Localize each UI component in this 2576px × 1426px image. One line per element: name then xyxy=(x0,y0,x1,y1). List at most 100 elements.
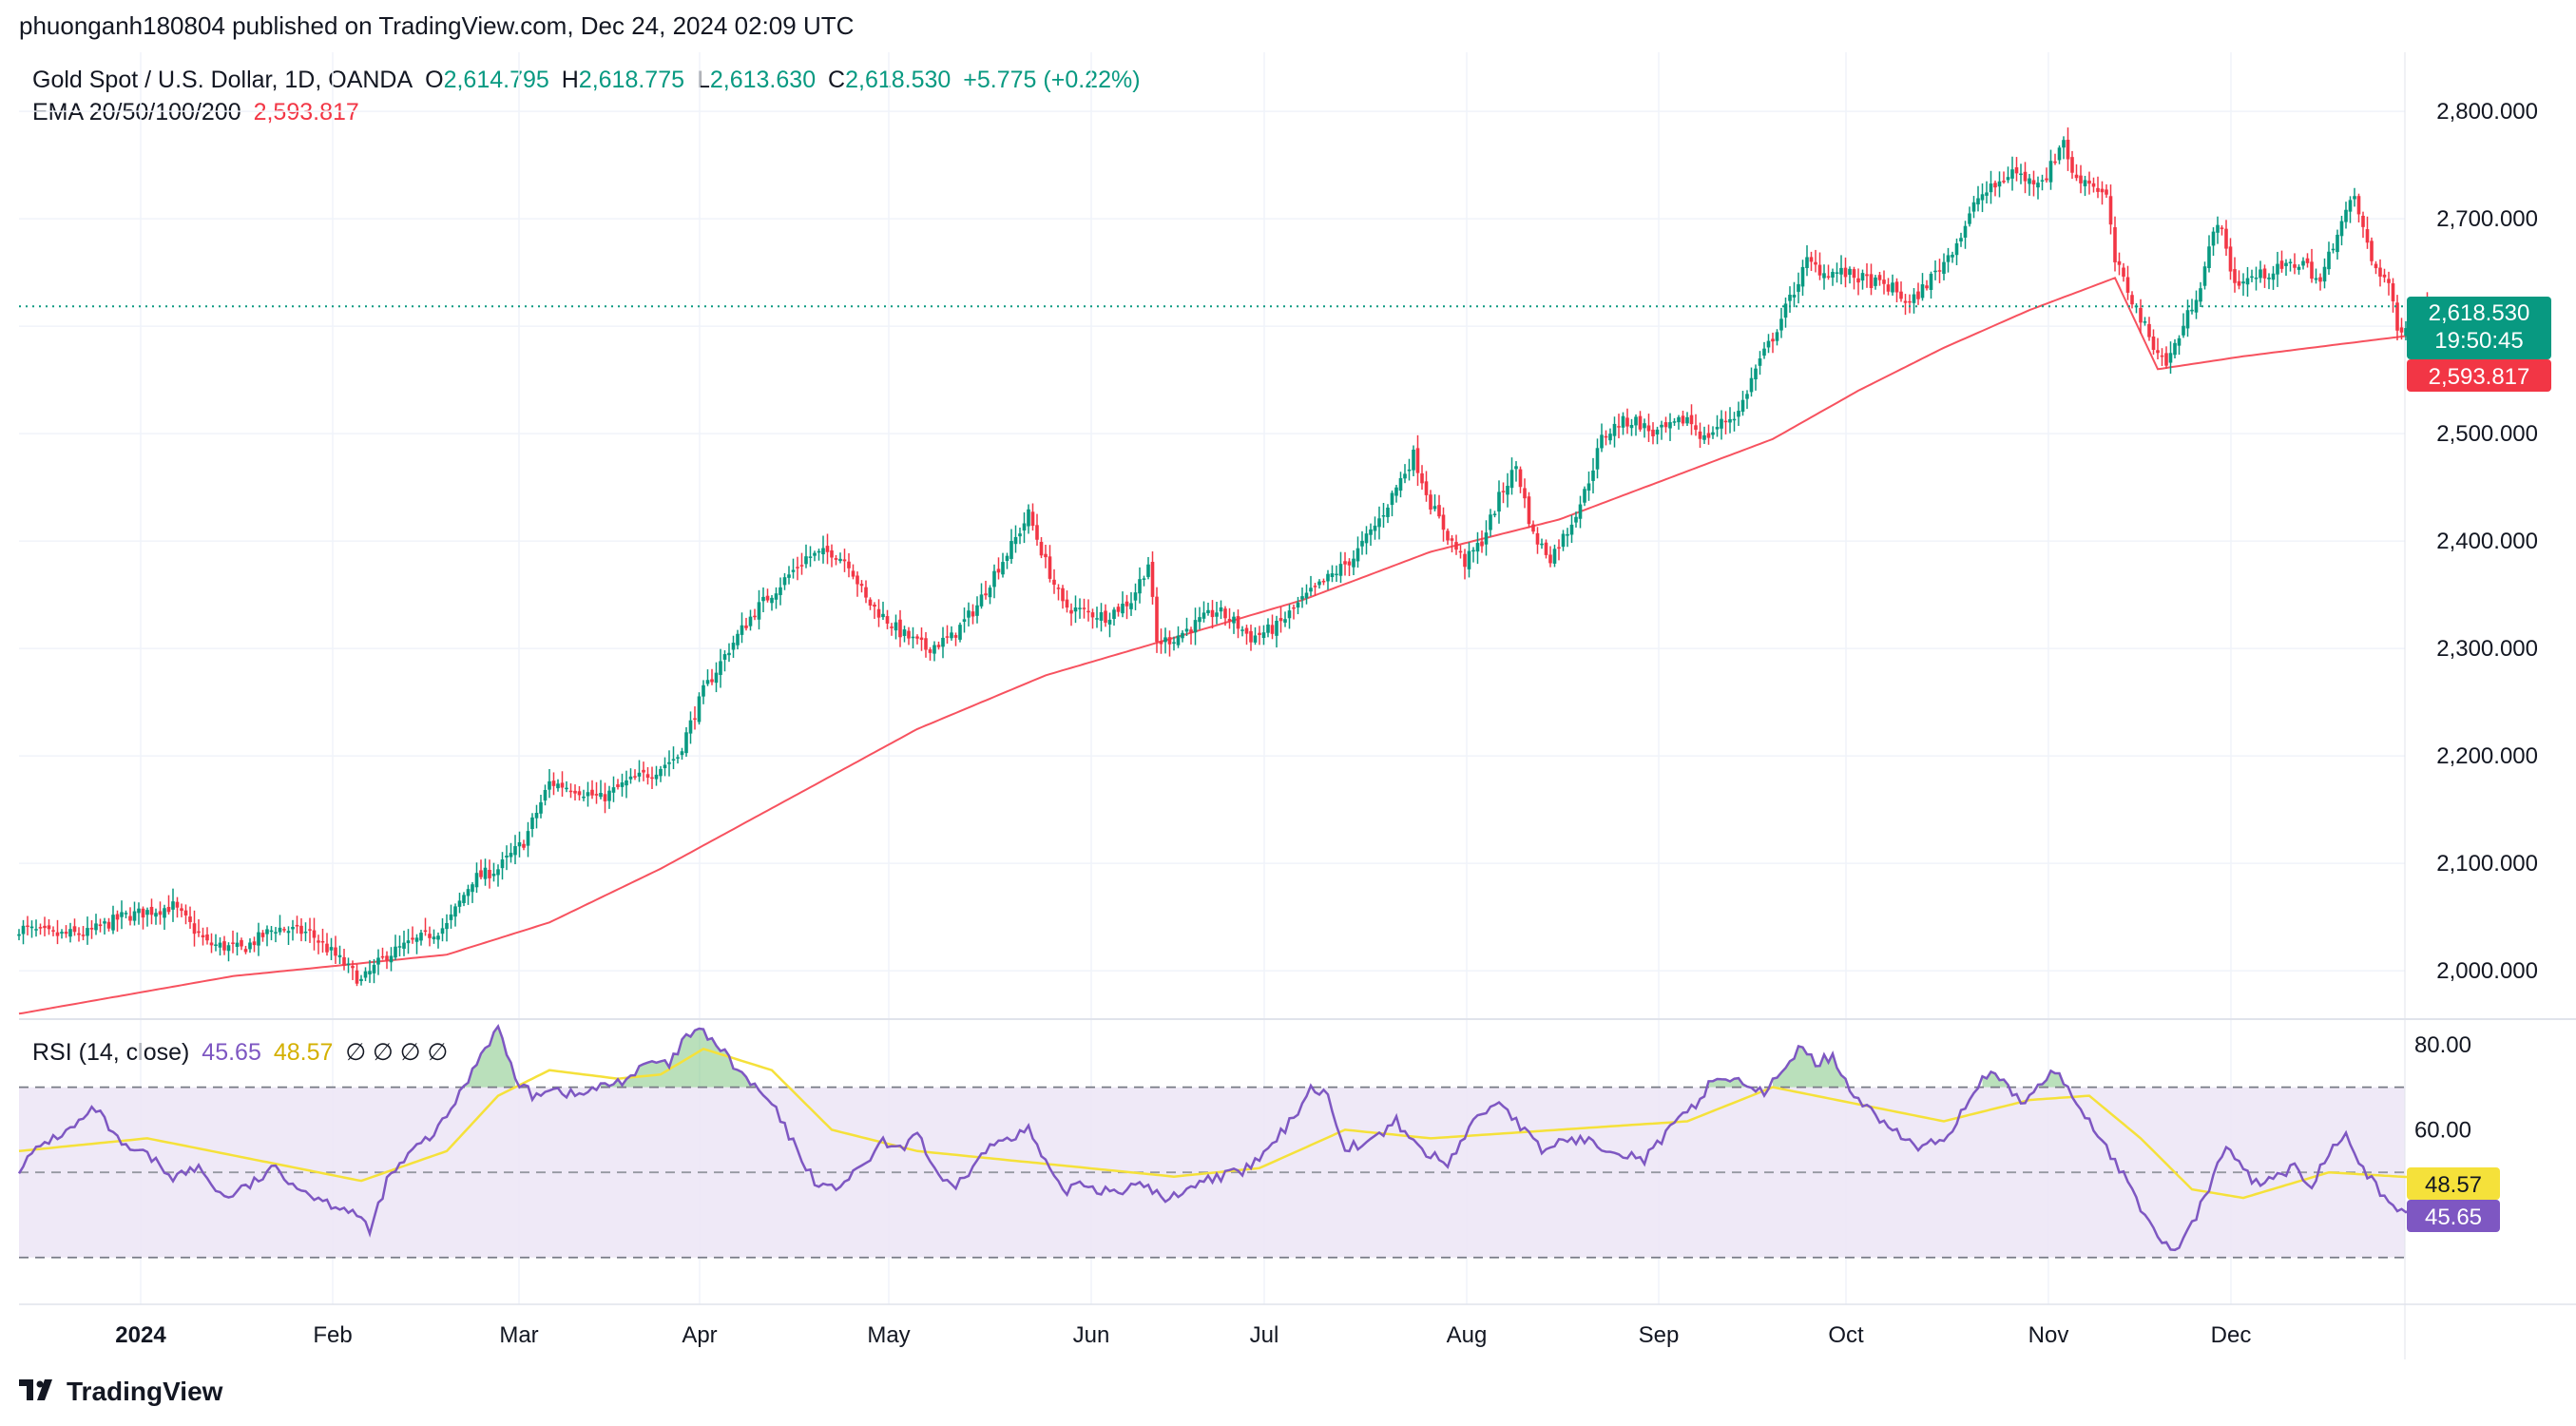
candle[interactable] xyxy=(1899,281,1903,302)
candle[interactable] xyxy=(1107,612,1112,638)
candle[interactable] xyxy=(744,617,748,631)
candle[interactable] xyxy=(2224,220,2228,257)
candle[interactable] xyxy=(2040,174,2045,191)
candle[interactable] xyxy=(1646,414,1651,442)
candle[interactable] xyxy=(1082,598,1086,619)
candle[interactable] xyxy=(2348,196,2353,223)
candle[interactable] xyxy=(1715,414,1720,437)
candle[interactable] xyxy=(1937,259,1942,283)
candle[interactable] xyxy=(2079,164,2083,194)
candle[interactable] xyxy=(787,566,791,585)
candle[interactable] xyxy=(924,631,928,658)
candle[interactable] xyxy=(722,650,727,672)
candle[interactable] xyxy=(611,776,616,802)
candle[interactable] xyxy=(1155,587,1159,653)
candle[interactable] xyxy=(38,923,43,935)
candle[interactable] xyxy=(397,935,402,957)
candle[interactable] xyxy=(1390,490,1394,517)
candle[interactable] xyxy=(68,922,72,943)
candle[interactable] xyxy=(1048,545,1052,583)
candle[interactable] xyxy=(625,770,628,799)
candle[interactable] xyxy=(821,535,825,564)
candle[interactable] xyxy=(2036,176,2040,200)
candle[interactable] xyxy=(1989,170,1993,204)
candle[interactable] xyxy=(1740,391,1745,416)
candle[interactable] xyxy=(1578,495,1583,529)
candle[interactable] xyxy=(2262,264,2267,288)
candle[interactable] xyxy=(1612,416,1617,448)
candle[interactable] xyxy=(432,929,436,944)
candle[interactable] xyxy=(1261,625,1266,646)
candle[interactable] xyxy=(1244,625,1249,646)
candle[interactable] xyxy=(1762,341,1766,359)
candle[interactable] xyxy=(2391,278,2395,313)
candle[interactable] xyxy=(1253,626,1258,646)
candle[interactable] xyxy=(1412,445,1415,476)
candle[interactable] xyxy=(1916,282,1920,305)
candle[interactable] xyxy=(376,949,380,975)
candle[interactable] xyxy=(342,948,346,971)
candle[interactable] xyxy=(1737,401,1740,427)
candle[interactable] xyxy=(2382,268,2387,283)
candle[interactable] xyxy=(346,957,351,973)
candle[interactable] xyxy=(337,945,342,965)
candle[interactable] xyxy=(607,785,611,809)
candle[interactable] xyxy=(2301,257,2305,270)
candle[interactable] xyxy=(577,785,582,801)
candle[interactable] xyxy=(419,929,423,946)
candle[interactable] xyxy=(1569,514,1574,544)
candle[interactable] xyxy=(278,915,282,935)
candle[interactable] xyxy=(663,757,667,777)
candle[interactable] xyxy=(834,554,838,566)
candle[interactable] xyxy=(941,626,945,659)
candle[interactable] xyxy=(2100,181,2105,205)
candle[interactable] xyxy=(543,784,548,806)
candle[interactable] xyxy=(1386,504,1390,524)
candle[interactable] xyxy=(1629,418,1634,436)
candle[interactable] xyxy=(1523,478,1527,509)
candle[interactable] xyxy=(1001,552,1005,578)
candle[interactable] xyxy=(295,915,299,934)
candle[interactable] xyxy=(902,626,907,643)
candle[interactable] xyxy=(1167,630,1172,657)
candle[interactable] xyxy=(1586,472,1591,501)
candle[interactable] xyxy=(2199,281,2202,308)
candle[interactable] xyxy=(945,625,950,645)
candle[interactable] xyxy=(363,967,368,982)
candle[interactable] xyxy=(1655,426,1660,445)
candle[interactable] xyxy=(243,945,248,954)
candle[interactable] xyxy=(1723,411,1728,434)
candle[interactable] xyxy=(2370,237,2374,266)
candle[interactable] xyxy=(149,898,154,925)
candle[interactable] xyxy=(1232,611,1236,634)
candle[interactable] xyxy=(291,919,295,941)
candle[interactable] xyxy=(2096,176,2100,199)
candle[interactable] xyxy=(1681,411,1685,427)
candle[interactable] xyxy=(1946,247,1951,273)
candle[interactable] xyxy=(1471,547,1475,563)
candle[interactable] xyxy=(2023,162,2028,194)
candle[interactable] xyxy=(1912,288,1916,314)
candle[interactable] xyxy=(1317,579,1321,589)
candle[interactable] xyxy=(556,779,560,792)
candle[interactable] xyxy=(702,680,705,704)
candle[interactable] xyxy=(1381,502,1386,529)
candle[interactable] xyxy=(1403,464,1407,484)
candle[interactable] xyxy=(1415,434,1420,487)
candle[interactable] xyxy=(2241,273,2245,297)
candle[interactable] xyxy=(372,958,376,984)
candle[interactable] xyxy=(1240,626,1244,637)
candle[interactable] xyxy=(1300,587,1304,608)
candle[interactable] xyxy=(214,934,218,952)
rsi-line[interactable] xyxy=(17,1023,2433,1252)
candle[interactable] xyxy=(385,951,389,970)
candle[interactable] xyxy=(2254,266,2259,291)
candle[interactable] xyxy=(235,932,240,956)
candle[interactable] xyxy=(2053,153,2057,165)
candle[interactable] xyxy=(445,914,449,942)
candle[interactable] xyxy=(222,935,226,955)
candle[interactable] xyxy=(252,936,257,953)
candle[interactable] xyxy=(2182,313,2185,338)
candle[interactable] xyxy=(1030,503,1035,531)
candle[interactable] xyxy=(1634,414,1638,436)
